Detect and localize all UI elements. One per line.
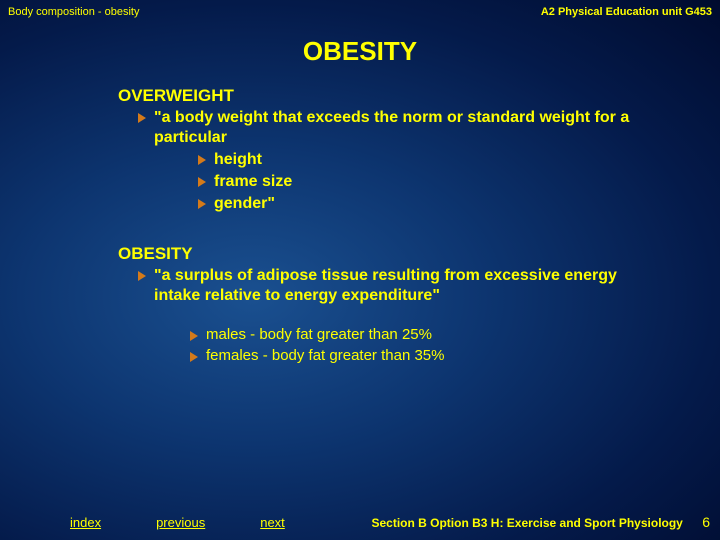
- footer: index previous next Section B Option B3 …: [0, 515, 720, 530]
- list-item: "a surplus of adipose tissue resulting f…: [118, 266, 660, 306]
- factor-gender: gender": [214, 194, 275, 214]
- obesity-definition: "a surplus of adipose tissue resulting f…: [154, 266, 660, 306]
- section-label: Section B Option B3 H: Exercise and Spor…: [371, 516, 682, 530]
- bullet-arrow-icon: [198, 199, 206, 209]
- threshold-male: males - body fat greater than 25%: [206, 326, 432, 345]
- overweight-block: OVERWEIGHT "a body weight that exceeds t…: [118, 86, 660, 214]
- list-item: females - body fat greater than 35%: [190, 347, 660, 366]
- list-item: "a body weight that exceeds the norm or …: [118, 108, 660, 148]
- list-item: gender": [118, 194, 660, 214]
- bullet-arrow-icon: [198, 155, 206, 165]
- overweight-heading: OVERWEIGHT: [118, 86, 660, 106]
- bullet-arrow-icon: [138, 271, 146, 281]
- threshold-female: females - body fat greater than 35%: [206, 347, 444, 366]
- factor-height: height: [214, 150, 262, 170]
- header-right: A2 Physical Education unit G453: [541, 6, 712, 18]
- bullet-arrow-icon: [190, 352, 198, 362]
- bullet-arrow-icon: [190, 331, 198, 341]
- list-item: frame size: [118, 172, 660, 192]
- header-left: Body composition - obesity: [8, 6, 139, 18]
- footer-section: Section B Option B3 H: Exercise and Spor…: [371, 514, 710, 530]
- page-title: OBESITY: [0, 36, 720, 67]
- bullet-arrow-icon: [138, 113, 146, 123]
- bullet-arrow-icon: [198, 177, 206, 187]
- factor-frame: frame size: [214, 172, 292, 192]
- obesity-block: OBESITY "a surplus of adipose tissue res…: [118, 244, 660, 306]
- list-item: height: [118, 150, 660, 170]
- obesity-heading: OBESITY: [118, 244, 660, 264]
- list-item: males - body fat greater than 25%: [190, 326, 660, 345]
- page-number: 6: [702, 514, 710, 530]
- overweight-definition: "a body weight that exceeds the norm or …: [154, 108, 660, 148]
- nav-next-link[interactable]: next: [260, 515, 285, 530]
- content-area: OVERWEIGHT "a body weight that exceeds t…: [118, 86, 660, 368]
- thresholds-block: males - body fat greater than 25% female…: [118, 326, 660, 366]
- nav-previous-link[interactable]: previous: [156, 515, 205, 530]
- nav-index-link[interactable]: index: [70, 515, 101, 530]
